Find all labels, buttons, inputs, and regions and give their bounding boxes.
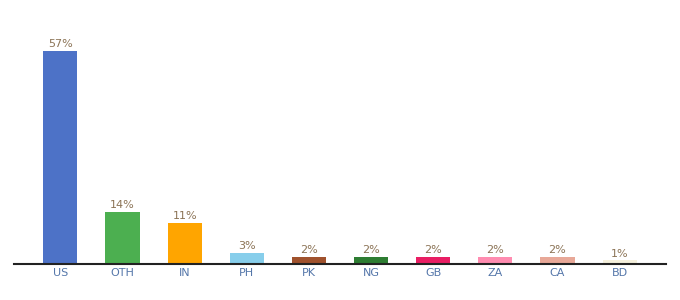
- Bar: [478, 256, 513, 264]
- Bar: [292, 256, 326, 264]
- Bar: [44, 51, 78, 264]
- Text: 11%: 11%: [172, 212, 197, 221]
- Bar: [354, 256, 388, 264]
- Text: 57%: 57%: [48, 39, 73, 50]
- Bar: [602, 260, 636, 264]
- Text: 2%: 2%: [424, 245, 442, 255]
- Text: 2%: 2%: [300, 245, 318, 255]
- Bar: [167, 223, 202, 264]
- Text: 3%: 3%: [238, 241, 256, 251]
- Text: 2%: 2%: [486, 245, 505, 255]
- Bar: [105, 212, 139, 264]
- Text: 2%: 2%: [362, 245, 380, 255]
- Bar: [230, 253, 264, 264]
- Bar: [541, 256, 575, 264]
- Text: 1%: 1%: [611, 249, 628, 259]
- Text: 14%: 14%: [110, 200, 135, 210]
- Text: 2%: 2%: [549, 245, 566, 255]
- Bar: [416, 256, 450, 264]
